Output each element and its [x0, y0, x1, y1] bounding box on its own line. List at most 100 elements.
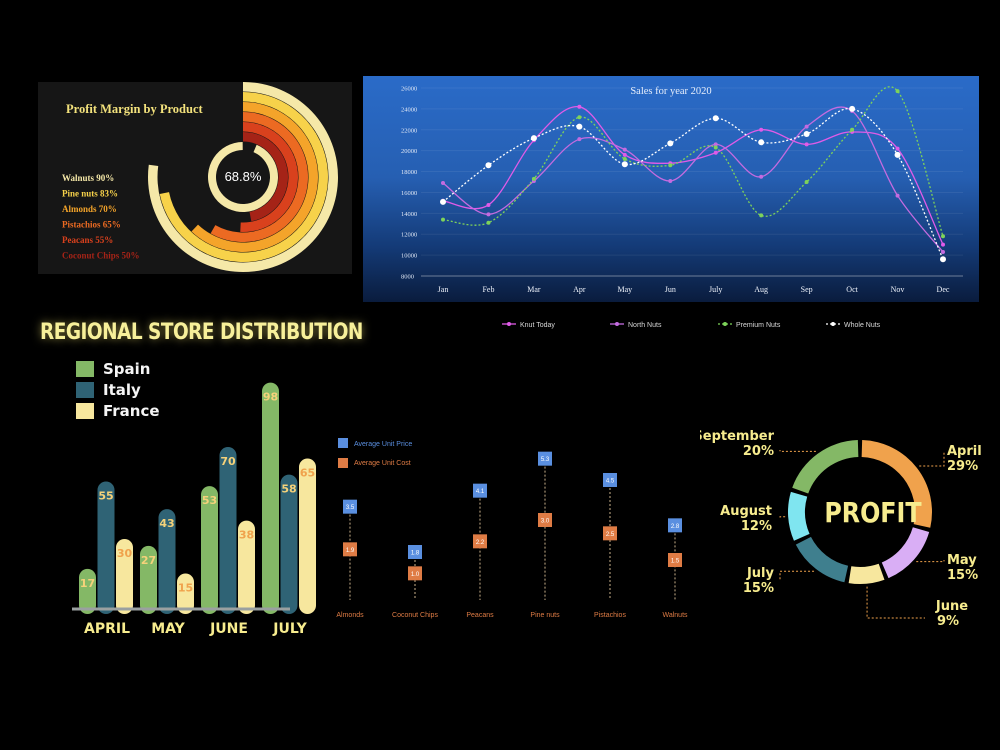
donut-slice-may [881, 527, 930, 579]
regional-distribution-title: REGIONAL STORE DISTRIBUTION [40, 320, 363, 345]
point-premium-nuts-sep [804, 180, 809, 184]
data-label-spain-april: 17 [80, 577, 95, 590]
x-tick-may: May [617, 285, 632, 294]
legend-item-italy: Italy [76, 381, 141, 399]
legend-swatch-france [76, 403, 94, 419]
data-label-italy-may: 43 [159, 517, 174, 530]
price-label-almonds: 3.5 [346, 505, 355, 511]
point-north-nuts-jan [441, 181, 445, 186]
donut-slice-july [795, 536, 849, 583]
profit-donut-panel: April 29% May 15% June 9% July 15% August 12% Sept… [693, 420, 1000, 640]
legend-swatch-price [338, 438, 348, 448]
point-premium-nuts-nov [895, 89, 900, 94]
slice-percent-may: 15% [947, 568, 978, 583]
y-tick-24000: 24000 [401, 106, 417, 113]
legend-swatch-italy [76, 382, 94, 398]
cost-label-walnuts: 1.5 [671, 559, 680, 565]
point-knut-today-may [622, 152, 627, 157]
profit-margin-panel: Profit Margin by Product Walnuts 90% Pine… [38, 82, 352, 274]
legend-label-pine-nuts: Pine nuts 83% [62, 189, 118, 199]
legend-label-knut-today: Knut Today [520, 322, 555, 329]
x-tick-july: July [709, 285, 722, 294]
point-north-nuts-nov [895, 193, 900, 198]
legend-label-france: France [103, 402, 160, 420]
point-premium-nuts-apr [577, 115, 582, 120]
x-tick-jun: Jun [665, 285, 676, 294]
y-tick-14000: 14000 [401, 211, 417, 218]
bar-spain-july [262, 382, 279, 614]
cost-label-peacans: 2.2 [476, 540, 485, 546]
point-premium-nuts-dec [941, 234, 945, 239]
price-label-pistachios: 4.5 [606, 479, 615, 485]
leader-line-june [866, 586, 925, 619]
legend-marker-knut-today [507, 322, 511, 326]
sales-chart-title: Sales for year 2020 [630, 86, 711, 97]
legend-swatch-cost [338, 458, 348, 468]
cost-marker-peacans [473, 534, 487, 549]
data-label-italy-july: 58 [281, 483, 296, 496]
x-tick-aug: Aug [754, 285, 768, 294]
cost-marker-coconut-chips [408, 566, 422, 581]
bar-spain-may [140, 545, 157, 614]
regional-bar-chart: 17 55 30 APRIL 27 43 15 MAY 53 70 38 JUNE 98 58 65 JULY [72, 382, 316, 637]
slice-label-may: May [947, 553, 977, 568]
legend-label-walnuts: Walnuts 90% [62, 173, 114, 183]
bar-italy-april [97, 481, 115, 614]
point-whole-nuts-apr [576, 123, 583, 130]
x-tick-dec: Dec [937, 285, 950, 294]
point-north-nuts-dec [941, 249, 945, 254]
x-tick-mar: Mar [527, 285, 541, 294]
x-tick-feb: Feb [482, 285, 494, 294]
y-tick-20000: 20000 [401, 148, 417, 155]
data-label-france-june: 38 [239, 529, 254, 542]
unit-price-cost-panel: Average Unit Price Average Unit Cost 3.5… [330, 430, 700, 630]
slice-label-july: July [746, 566, 775, 581]
donut-slice-august [788, 491, 810, 541]
legend-label-coconut-chips: Coconut Chips 50% [62, 251, 140, 261]
point-knut-today-aug [759, 127, 764, 132]
point-whole-nuts-oct [849, 105, 856, 112]
point-knut-today-dec [941, 242, 945, 247]
point-whole-nuts-sep [803, 130, 810, 137]
slice-percent-august: 12% [741, 519, 772, 534]
legend-label-price: Average Unit Price [354, 441, 412, 448]
bar-spain-june [201, 486, 218, 614]
x-tick-sep: Sep [801, 285, 813, 294]
price-label-pine-nuts: 5.3 [541, 457, 550, 463]
point-north-nuts-july [713, 142, 718, 147]
x-label-may: MAY [151, 621, 185, 637]
slice-label-september: September [700, 429, 775, 444]
cost-marker-pistachios [603, 526, 617, 541]
y-tick-18000: 18000 [401, 169, 417, 176]
data-label-france-april: 30 [117, 547, 133, 560]
point-whole-nuts-aug [758, 139, 765, 146]
bar-france-june [238, 520, 255, 614]
price-marker-coconut-chips [408, 545, 422, 559]
x-label-april: APRIL [84, 621, 130, 637]
slice-percent-june: 9% [937, 614, 959, 629]
legend-label-italy: Italy [103, 381, 141, 399]
point-whole-nuts-july [712, 115, 719, 122]
y-tick-12000: 12000 [401, 232, 417, 239]
point-premium-nuts-jun [668, 163, 673, 168]
x-tick-jan: Jan [438, 285, 449, 294]
point-whole-nuts-jun [667, 140, 674, 147]
point-whole-nuts-jan [440, 198, 446, 205]
y-tick-10000: 10000 [401, 253, 417, 260]
point-premium-nuts-may [622, 157, 627, 162]
unit-price-cost-chart: Average Unit Price Average Unit Cost 3.5… [336, 438, 688, 619]
price-marker-pine-nuts [538, 451, 552, 466]
sales-legend: Knut Today North Nuts Premium Nuts Whole Nu… [480, 312, 940, 336]
legend-marker-premium-nuts [723, 322, 727, 326]
data-label-spain-june: 53 [202, 494, 217, 507]
bar-france-july [299, 458, 316, 614]
sales-line-panel: Sales for year 2020 8000 10000 12000 14000 1… [363, 76, 979, 302]
donut-slice-april [861, 440, 932, 528]
point-premium-nuts-mar [531, 176, 536, 181]
bar-italy-july [280, 474, 298, 614]
legend-label-premium-nuts: Premium Nuts [736, 322, 781, 329]
cost-label-almonds: 1.9 [346, 548, 355, 554]
sales-line-chart: Sales for year 2020 8000 10000 12000 14000 1… [401, 86, 963, 294]
x-label-pistachios: Pistachios [594, 612, 626, 619]
point-north-nuts-sep [804, 124, 809, 129]
